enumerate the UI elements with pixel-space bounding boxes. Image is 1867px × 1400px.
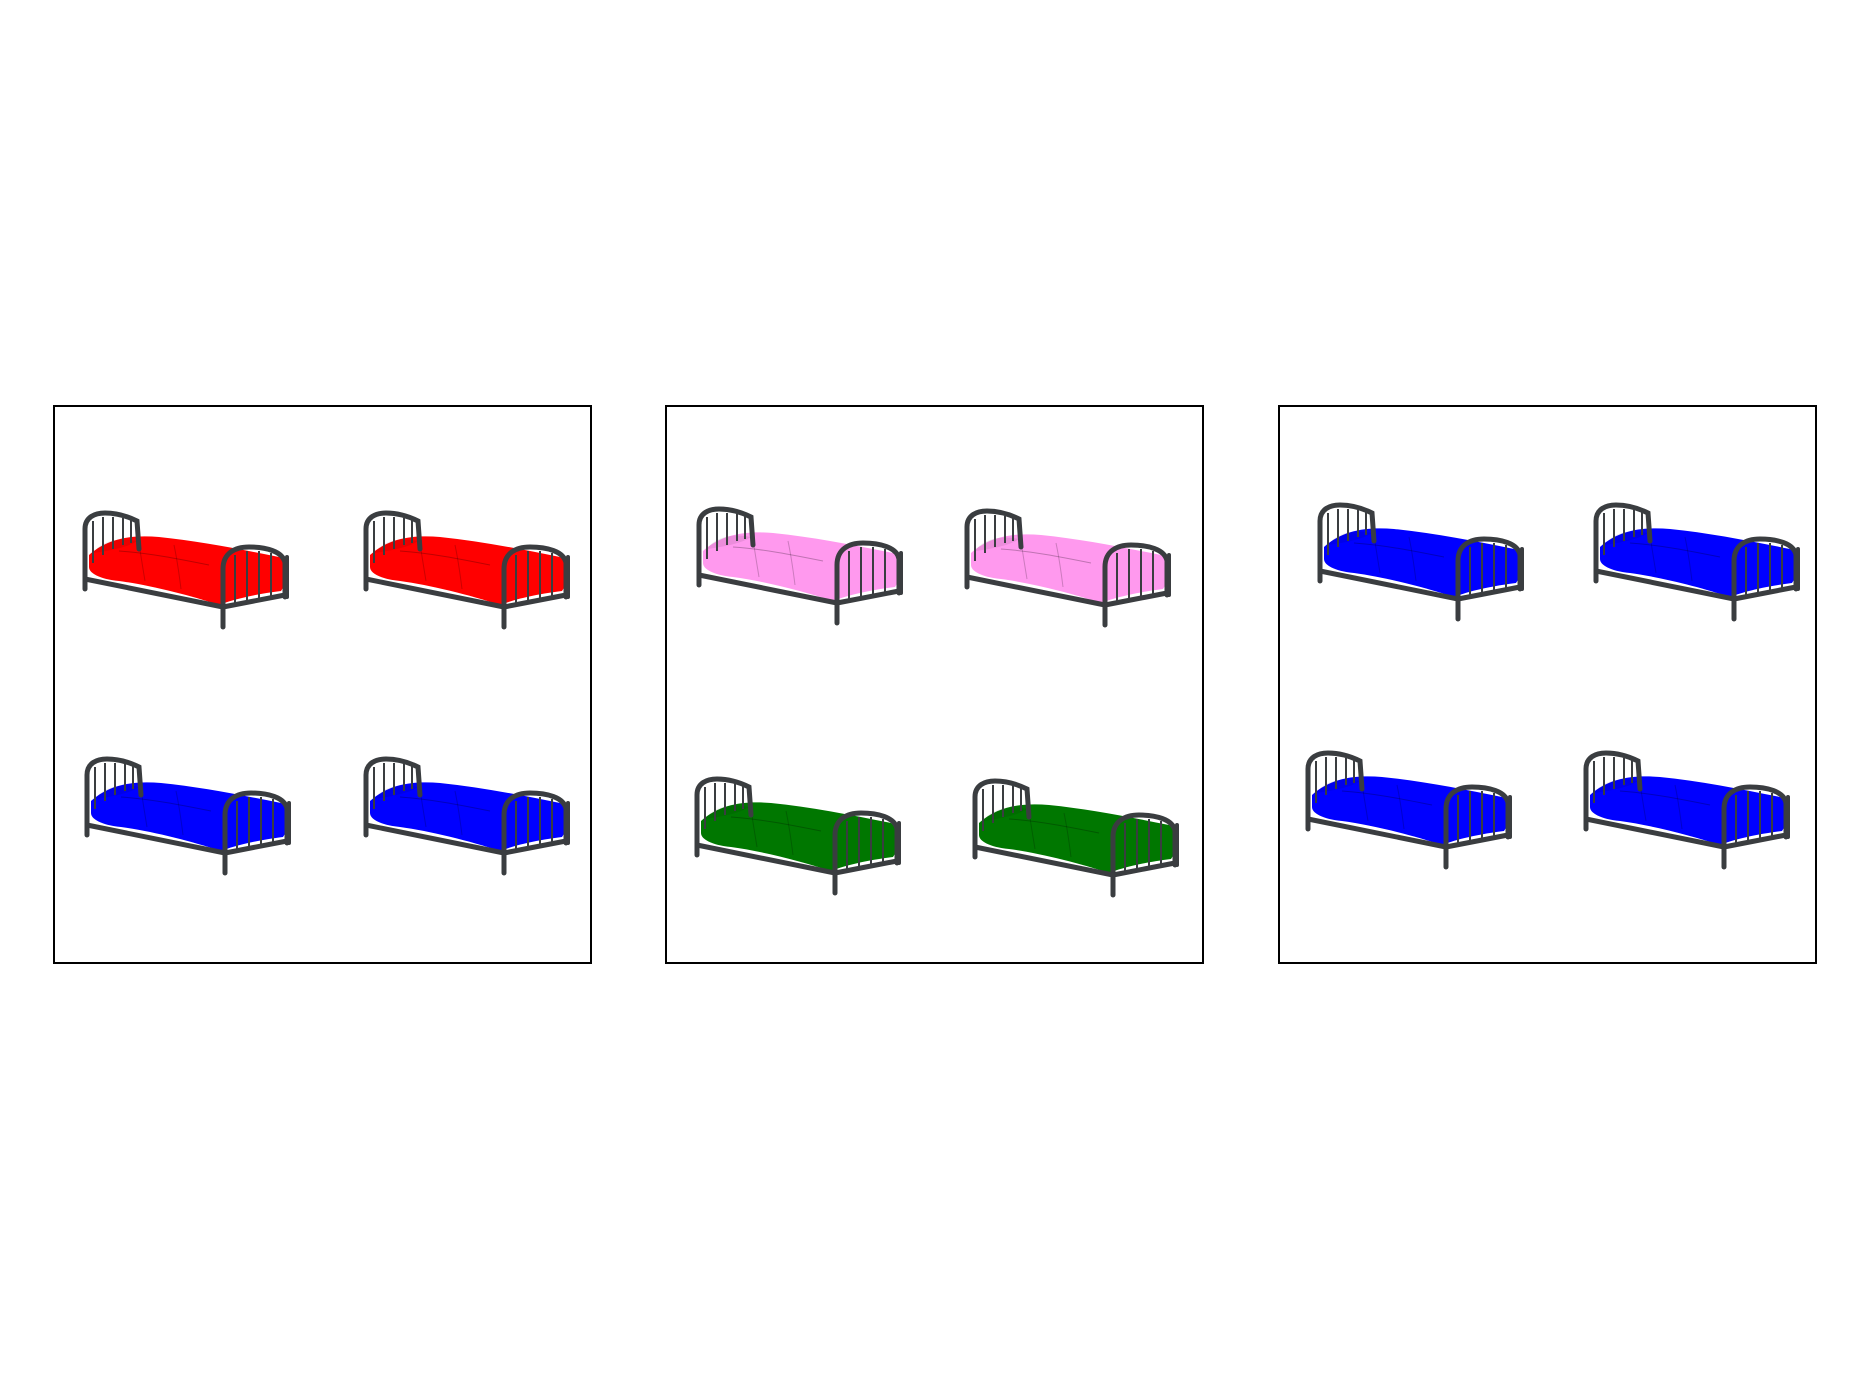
bed-icon bbox=[81, 753, 291, 878]
bed-icon bbox=[961, 505, 1171, 630]
bed-icon bbox=[1314, 499, 1524, 624]
bed-icon bbox=[1302, 747, 1512, 872]
bed-icon bbox=[79, 507, 289, 632]
bed-icon bbox=[969, 775, 1179, 900]
bed-icon bbox=[1590, 499, 1800, 624]
bed-icon bbox=[693, 503, 903, 628]
bed-icon bbox=[691, 773, 901, 898]
panel-3 bbox=[1278, 405, 1817, 964]
bed-icon bbox=[360, 507, 570, 632]
panel-2 bbox=[665, 405, 1204, 964]
bed-icon bbox=[360, 753, 570, 878]
panel-1 bbox=[53, 405, 592, 964]
bed-icon bbox=[1580, 747, 1790, 872]
